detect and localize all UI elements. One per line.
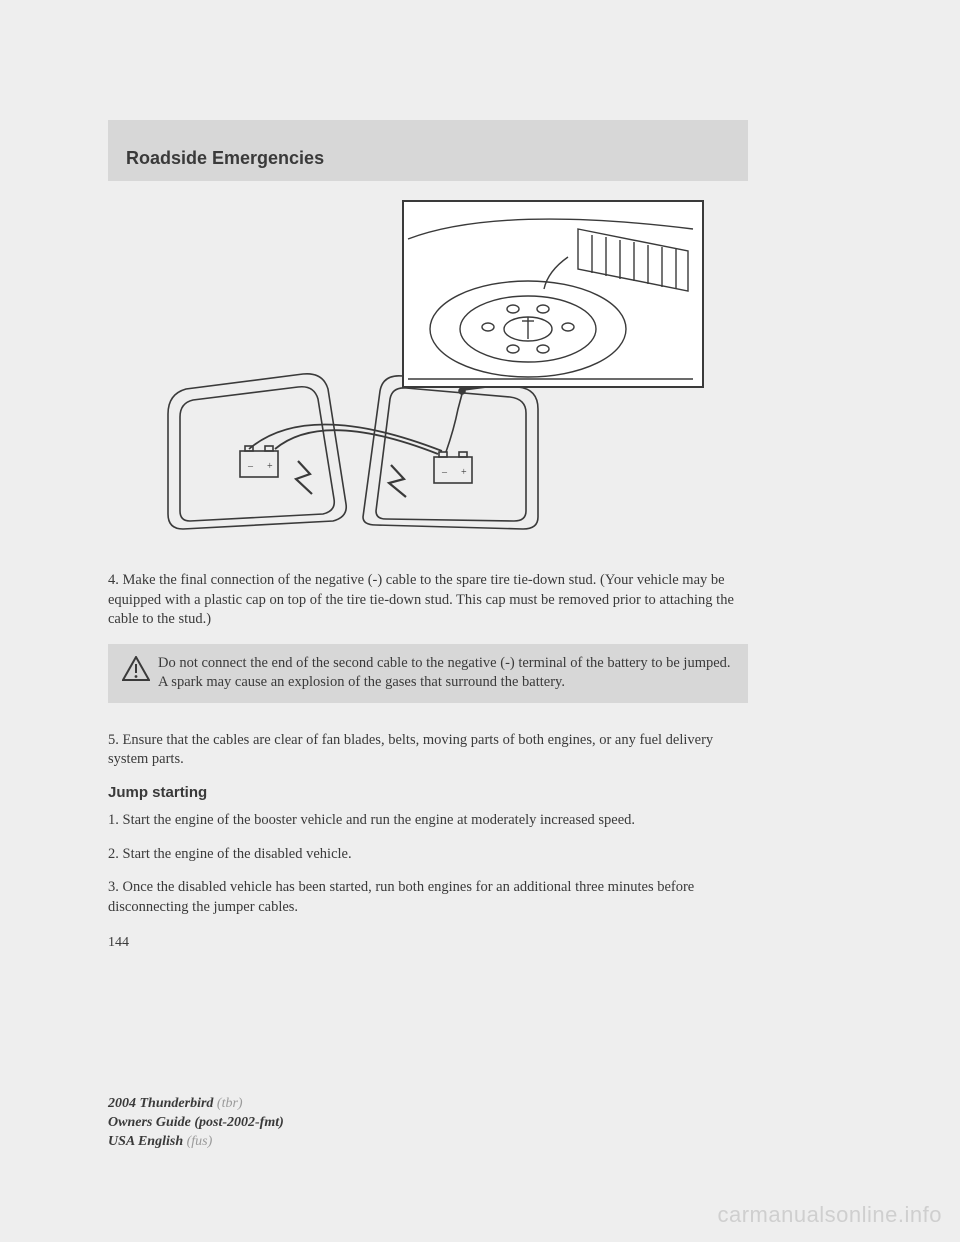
footer-block: 2004 Thunderbird (tbr) Owners Guide (pos… <box>108 1095 284 1152</box>
jump-step-2: 2. Start the engine of the disabled vehi… <box>108 845 748 865</box>
jump-step-3: 3. Once the disabled vehicle has been st… <box>108 878 748 917</box>
page-number: 144 <box>108 935 748 951</box>
footer-lang: USA English <box>108 1134 183 1149</box>
svg-text:+: + <box>267 461 273 472</box>
jump-starting-heading: Jump starting <box>108 784 748 801</box>
warning-icon <box>122 656 150 682</box>
section-header: Roadside Emergencies <box>108 120 748 181</box>
step-4-text: 4. Make the final connection of the nega… <box>108 571 748 630</box>
svg-text:–: – <box>247 461 254 472</box>
jump-step-1: 1. Start the engine of the booster vehic… <box>108 811 748 831</box>
warning-box: Do not connect the end of the second cab… <box>108 644 748 703</box>
step-5-text: 5. Ensure that the cables are clear of f… <box>108 731 748 770</box>
jump-start-diagram: – + – + <box>148 199 708 549</box>
footer-guide: Owners Guide (post-2002-fmt) <box>108 1115 284 1130</box>
footer-line-1: 2004 Thunderbird (tbr) <box>108 1095 284 1114</box>
diagram-svg: – + – + <box>148 199 708 549</box>
section-title: Roadside Emergencies <box>126 148 730 169</box>
footer-line-2: Owners Guide (post-2002-fmt) <box>108 1114 284 1133</box>
manual-page: Roadside Emergencies <box>108 120 748 951</box>
warning-text: Do not connect the end of the second cab… <box>158 654 734 693</box>
footer-line-3: USA English (fus) <box>108 1133 284 1152</box>
watermark: carmanualsonline.info <box>717 1202 942 1228</box>
svg-text:+: + <box>461 467 467 478</box>
footer-code-1: (tbr) <box>213 1096 242 1111</box>
footer-model: 2004 Thunderbird <box>108 1096 213 1111</box>
svg-text:–: – <box>441 467 448 478</box>
footer-code-3: (fus) <box>183 1134 212 1149</box>
